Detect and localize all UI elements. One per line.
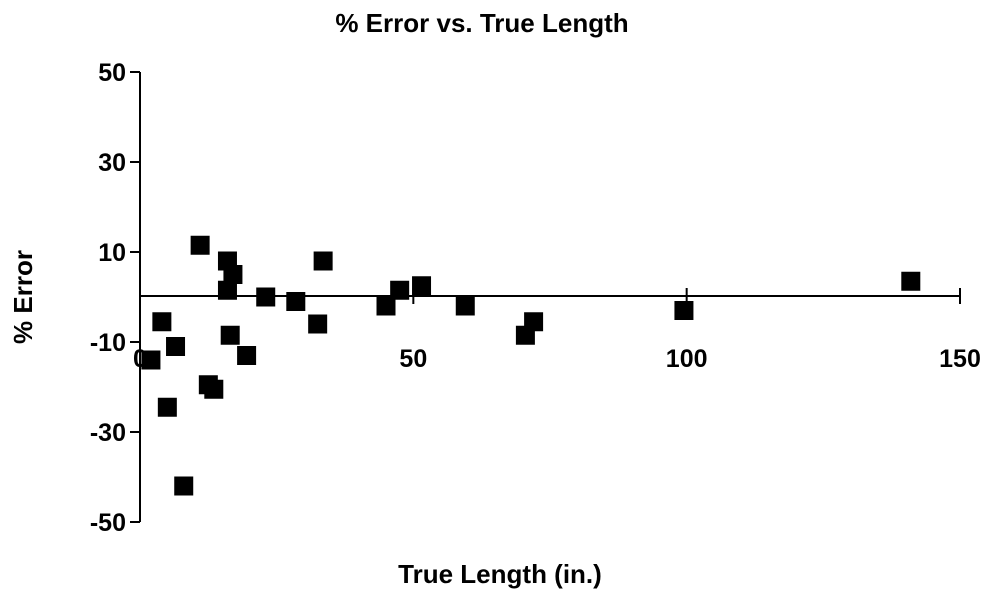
data-point [217,280,237,300]
data-point [256,287,276,307]
data-point [174,476,194,496]
data-point [455,296,475,316]
data-point [141,350,161,370]
data-point [390,280,410,300]
y-axis-label: % Error [8,250,38,344]
data-point [674,301,694,320]
y-tick-label: -10 [90,329,126,357]
data-point [524,312,544,332]
x-tick-label: 150 [939,345,981,373]
data-point [220,325,240,345]
data-point [223,265,243,284]
data-point [237,346,257,365]
data-point [313,251,333,271]
x-tick-label: 100 [666,345,708,373]
x-axis-label: True Length (in.) [398,559,602,589]
data-point [901,271,921,291]
data-point [204,379,224,399]
data-point [157,397,177,417]
axes [130,71,961,523]
y-tick-label: -50 [90,509,126,537]
y-tick-label: 10 [98,239,126,267]
data-point [152,312,172,332]
y-tick-label: 30 [98,149,126,177]
x-tick-label: 50 [399,345,427,373]
y-tick-label: -30 [90,419,126,447]
data-points [141,235,921,496]
data-point [166,337,186,356]
data-point [412,276,432,296]
data-point [190,235,210,255]
data-point [376,296,396,316]
data-point [286,292,306,311]
y-tick-label: 50 [98,59,126,87]
chart-title: % Error vs. True Length [335,8,628,38]
data-point [308,314,328,334]
